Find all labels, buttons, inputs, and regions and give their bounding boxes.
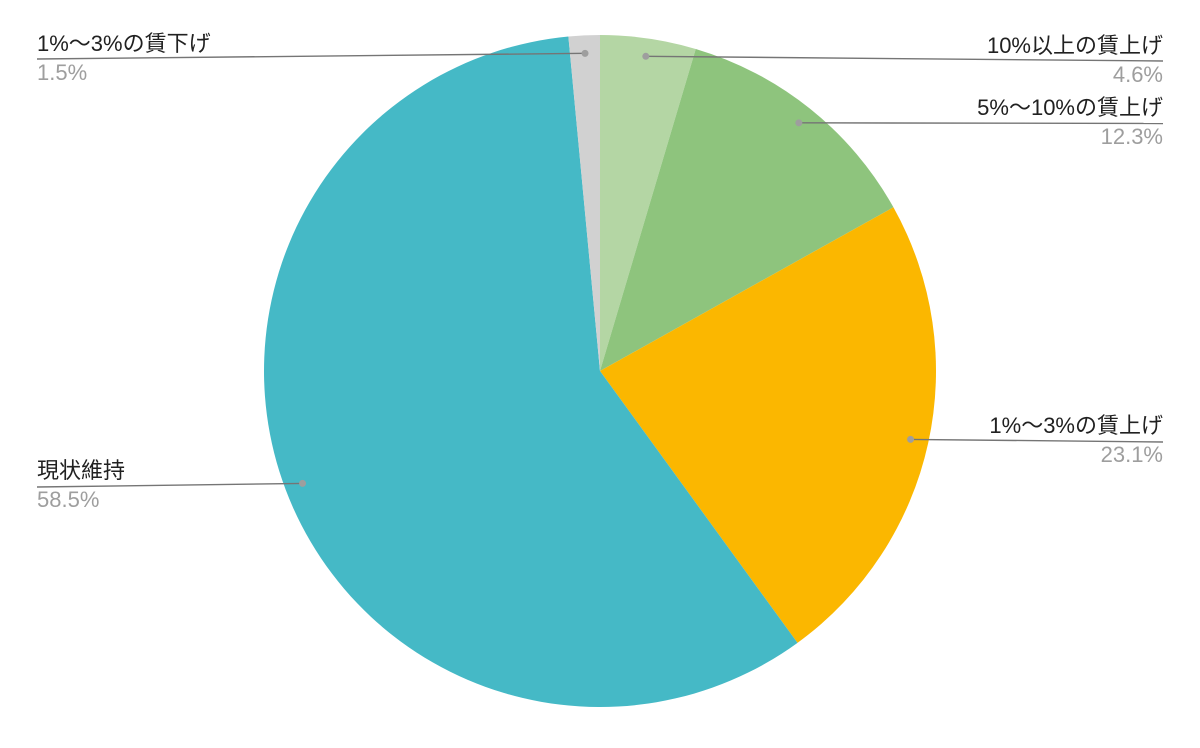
leader-dot-3 — [299, 479, 307, 487]
callout-status-quo: 現状維持 58.5% — [37, 458, 125, 513]
callout-raise-5-10pct: 5%〜10%の賃上げ 12.3% — [977, 95, 1163, 150]
slice-value: 12.3% — [1100, 124, 1163, 149]
leader-line-4 — [36, 52, 586, 60]
leader-line-2 — [910, 438, 1164, 443]
leader-dot-2 — [907, 435, 915, 443]
pie-slice-3 — [264, 36, 798, 707]
pie-slice-0 — [600, 35, 696, 371]
pie-slice-2 — [600, 207, 937, 643]
slice-value: 58.5% — [37, 487, 100, 512]
leader-dot-1 — [795, 119, 803, 127]
slice-value: 1.5% — [37, 60, 88, 85]
pie-slice-1 — [600, 48, 894, 371]
slice-label: 10%以上の賃上げ — [986, 33, 1163, 58]
slice-label: 現状維持 — [37, 458, 126, 483]
callout-raise-over-10pct: 10%以上の賃上げ 4.6% — [987, 33, 1163, 88]
leader-dot-0 — [642, 52, 650, 60]
slice-label: 1%〜3%の賃上げ — [989, 413, 1163, 438]
callout-raise-1-3pct: 1%〜3%の賃上げ 23.1% — [989, 413, 1163, 468]
slice-value: 23.1% — [1100, 442, 1163, 467]
leader-line-3 — [36, 482, 303, 488]
callout-cut-1-3pct: 1%〜3%の賃下げ 1.5% — [37, 31, 211, 86]
slice-label: 1%〜3%の賃下げ — [37, 31, 211, 56]
leader-line-0 — [645, 55, 1164, 62]
pie-slice-4 — [568, 35, 600, 371]
slice-label: 5%〜10%の賃上げ — [977, 95, 1163, 120]
slice-value: 4.6% — [1112, 62, 1163, 87]
leader-line-1 — [798, 122, 1164, 125]
leader-dot-4 — [581, 49, 589, 57]
